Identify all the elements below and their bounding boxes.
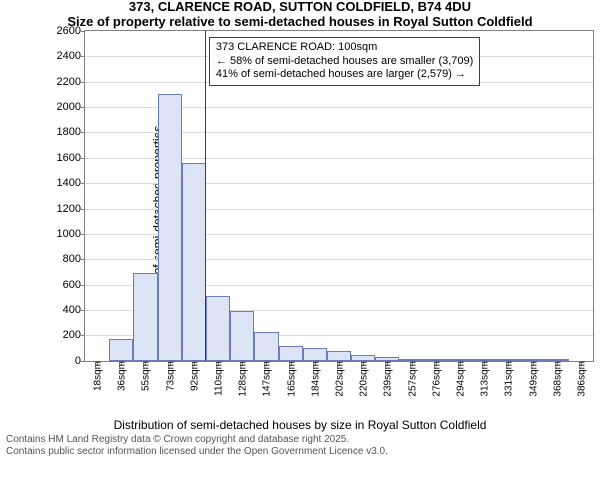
y-tick-label: 1600 (57, 152, 85, 164)
chart-title-line1: 373, CLARENCE ROAD, SUTTON COLDFIELD, B7… (0, 0, 600, 15)
histogram-bar (279, 346, 303, 361)
footer-line1: Contains HM Land Registry data © Crown c… (6, 434, 594, 447)
x-tick-label: 386sqm (574, 361, 587, 397)
y-tick-label: 1800 (57, 126, 85, 138)
histogram-bar (206, 296, 230, 361)
footer-line2: Contains public sector information licen… (6, 446, 594, 459)
callout-box: 373 CLARENCE ROAD: 100sqm← 58% of semi-d… (209, 37, 480, 86)
attribution-footer: Contains HM Land Registry data © Crown c… (0, 432, 600, 463)
histogram-bar (351, 355, 375, 361)
y-tick-label: 400 (63, 304, 85, 316)
histogram-bar (109, 339, 133, 361)
histogram-bar (254, 332, 278, 361)
y-tick-label: 1400 (57, 177, 85, 189)
x-tick-label: 313sqm (478, 361, 491, 397)
x-tick-label: 202sqm (333, 361, 346, 397)
histogram-bar (399, 359, 423, 361)
callout-line: 373 CLARENCE ROAD: 100sqm (216, 41, 473, 55)
x-tick-label: 18sqm (91, 361, 104, 391)
histogram-bar (158, 94, 182, 361)
histogram-bar (133, 273, 157, 361)
x-tick-label: 36sqm (115, 361, 128, 391)
x-tick-label: 294sqm (453, 361, 466, 397)
x-tick-label: 165sqm (284, 361, 297, 397)
histogram-bar (303, 348, 327, 361)
histogram-bar (472, 359, 496, 361)
histogram-bar (448, 359, 472, 361)
callout-line: 41% of semi-detached houses are larger (… (216, 68, 473, 82)
x-tick-label: 220sqm (357, 361, 370, 397)
x-tick-label: 128sqm (236, 361, 249, 397)
callout-line: ← 58% of semi-detached houses are smalle… (216, 55, 473, 69)
chart-title: 373, CLARENCE ROAD, SUTTON COLDFIELD, B7… (0, 0, 600, 30)
histogram-bar (496, 359, 520, 361)
x-tick-label: 239sqm (381, 361, 394, 397)
y-tick-label: 2400 (57, 50, 85, 62)
plot-area: 0200400600800100012001400160018002000220… (84, 30, 594, 362)
y-tick-label: 2000 (57, 101, 85, 113)
x-tick-label: 331sqm (502, 361, 515, 397)
x-tick-label: 257sqm (405, 361, 418, 397)
y-tick-label: 1000 (57, 228, 85, 240)
histogram-bar (327, 351, 351, 361)
x-tick-label: 55sqm (139, 361, 152, 391)
y-tick-label: 800 (63, 253, 85, 265)
x-tick-label: 368sqm (550, 361, 563, 397)
x-tick-label: 73sqm (163, 361, 176, 391)
x-tick-label: 147sqm (260, 361, 273, 397)
y-tick-label: 1200 (57, 203, 85, 215)
y-tick-label: 600 (63, 279, 85, 291)
x-tick-label: 92sqm (187, 361, 200, 391)
histogram-bar (520, 359, 544, 361)
x-tick-label: 349sqm (526, 361, 539, 397)
y-tick-label: 0 (75, 355, 85, 367)
x-tick-label: 184sqm (308, 361, 321, 397)
x-axis-label: Distribution of semi-detached houses by … (0, 418, 600, 432)
histogram-bar (182, 163, 206, 361)
histogram-bar (375, 357, 399, 361)
histogram-bar (230, 311, 254, 361)
histogram-bar (424, 359, 448, 361)
histogram-bar (545, 359, 569, 361)
x-tick-label: 276sqm (429, 361, 442, 397)
reference-line (205, 31, 206, 361)
y-tick-label: 2600 (57, 25, 85, 37)
x-tick-label: 110sqm (212, 361, 225, 396)
chart-title-line2: Size of property relative to semi-detach… (0, 15, 600, 30)
y-tick-label: 200 (63, 329, 85, 341)
chart-area: Number of semi-detached properties 02004… (58, 30, 592, 416)
y-tick-label: 2200 (57, 76, 85, 88)
